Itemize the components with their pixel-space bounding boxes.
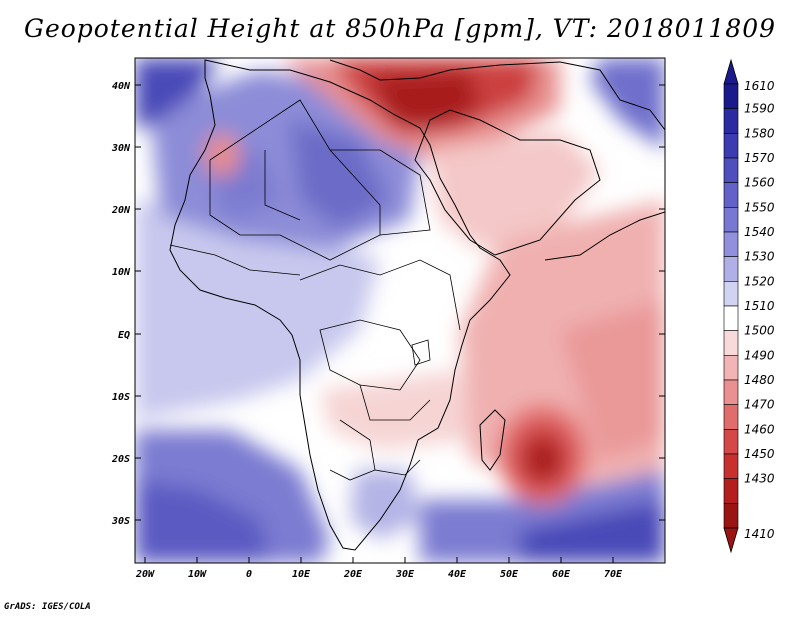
- colorbar-bottom-arrow: [723, 527, 739, 554]
- lon-tick-label: 40E: [448, 569, 467, 580]
- colorbar-label: 1430: [744, 472, 775, 486]
- coastlines: [169, 59, 665, 551]
- lon-axis: 20W 10W 0 10E 20E 30E 40E 50E 60E 70E: [135, 557, 623, 580]
- lon-tick-label: 70E: [604, 569, 623, 580]
- colorbar-swatch: [723, 256, 739, 282]
- lon-tick-label: 30E: [395, 569, 415, 580]
- lat-tick-label: 30N: [111, 143, 131, 154]
- lon-tick-label: 10E: [292, 569, 311, 580]
- colorbar-label: 1560: [744, 176, 775, 190]
- colorbar-label: 1540: [744, 225, 775, 239]
- lat-tick-label: EQ: [118, 330, 130, 341]
- lat-tick-label: 20N: [111, 205, 131, 216]
- lat-tick-label: 30S: [111, 516, 130, 527]
- colorbar-label: 1450: [744, 447, 775, 461]
- lat-axis: 40N 30N 20N 10N EQ 10S 20S 30S: [111, 81, 665, 527]
- colorbar-swatch: [723, 207, 739, 233]
- colorbar-swatch: [723, 478, 739, 504]
- colorbar-label: 1480: [744, 373, 775, 387]
- country-borders: [169, 99, 461, 481]
- plot-frame: [134, 57, 666, 564]
- lon-tick-label: 50E: [500, 569, 519, 580]
- lat-tick-label: 40N: [112, 81, 131, 92]
- colorbar: 1610 1590 1580 1570 1560 1550 1540 1530 1520 1510…: [723, 58, 775, 554]
- lon-tick-label: 20E: [343, 569, 363, 580]
- lat-tick-label: 10N: [112, 267, 131, 278]
- colorbar-label: 1510: [744, 299, 775, 313]
- colorbar-swatch: [723, 355, 739, 381]
- colorbar-label: 1520: [744, 274, 775, 288]
- colorbar-label: 1470: [744, 398, 775, 412]
- colorbar-label: 1550: [744, 200, 775, 214]
- colorbar-label: 1580: [744, 126, 775, 140]
- colorbar-swatch: [723, 281, 739, 307]
- lat-tick-label: 10S: [112, 392, 130, 403]
- colorbar-swatch: [723, 231, 739, 257]
- colorbar-swatch: [723, 503, 739, 529]
- credit-label: GrADS: IGES/COLA: [4, 602, 91, 612]
- colorbar-label: 1490: [744, 348, 775, 362]
- colorbar-label: 1410: [744, 527, 775, 541]
- colorbar-swatch: [723, 133, 739, 159]
- lon-tick-label: 0: [246, 569, 252, 580]
- colorbar-label: 1500: [744, 324, 775, 338]
- colorbar-label: 1530: [744, 250, 775, 264]
- colorbar-swatch: [723, 330, 739, 356]
- colorbar-swatch: [723, 83, 739, 109]
- colorbar-label: 1590: [744, 102, 775, 116]
- chart-title: Geopotential Height at 850hPa [gpm], VT:…: [23, 14, 777, 43]
- colorbar-label: 1460: [744, 422, 775, 436]
- lat-tick-label: 20S: [111, 454, 130, 465]
- colorbar-top-arrow: [723, 58, 739, 85]
- lon-tick-label: 10W: [188, 569, 207, 580]
- lon-tick-label: 60E: [552, 569, 571, 580]
- colorbar-label: 1570: [744, 151, 775, 165]
- colorbar-swatch: [723, 379, 739, 405]
- colorbar-swatch: [723, 108, 739, 134]
- colorbar-label: 1610: [744, 79, 775, 93]
- colorbar-swatch: [723, 429, 739, 455]
- colorbar-swatch: [723, 453, 739, 479]
- height-field: [135, 58, 665, 563]
- colorbar-swatch: [723, 305, 739, 331]
- colorbar-swatch: [723, 182, 739, 208]
- colorbar-swatch: [723, 404, 739, 430]
- colorbar-swatch: [723, 157, 739, 183]
- lon-tick-label: 20W: [135, 569, 155, 580]
